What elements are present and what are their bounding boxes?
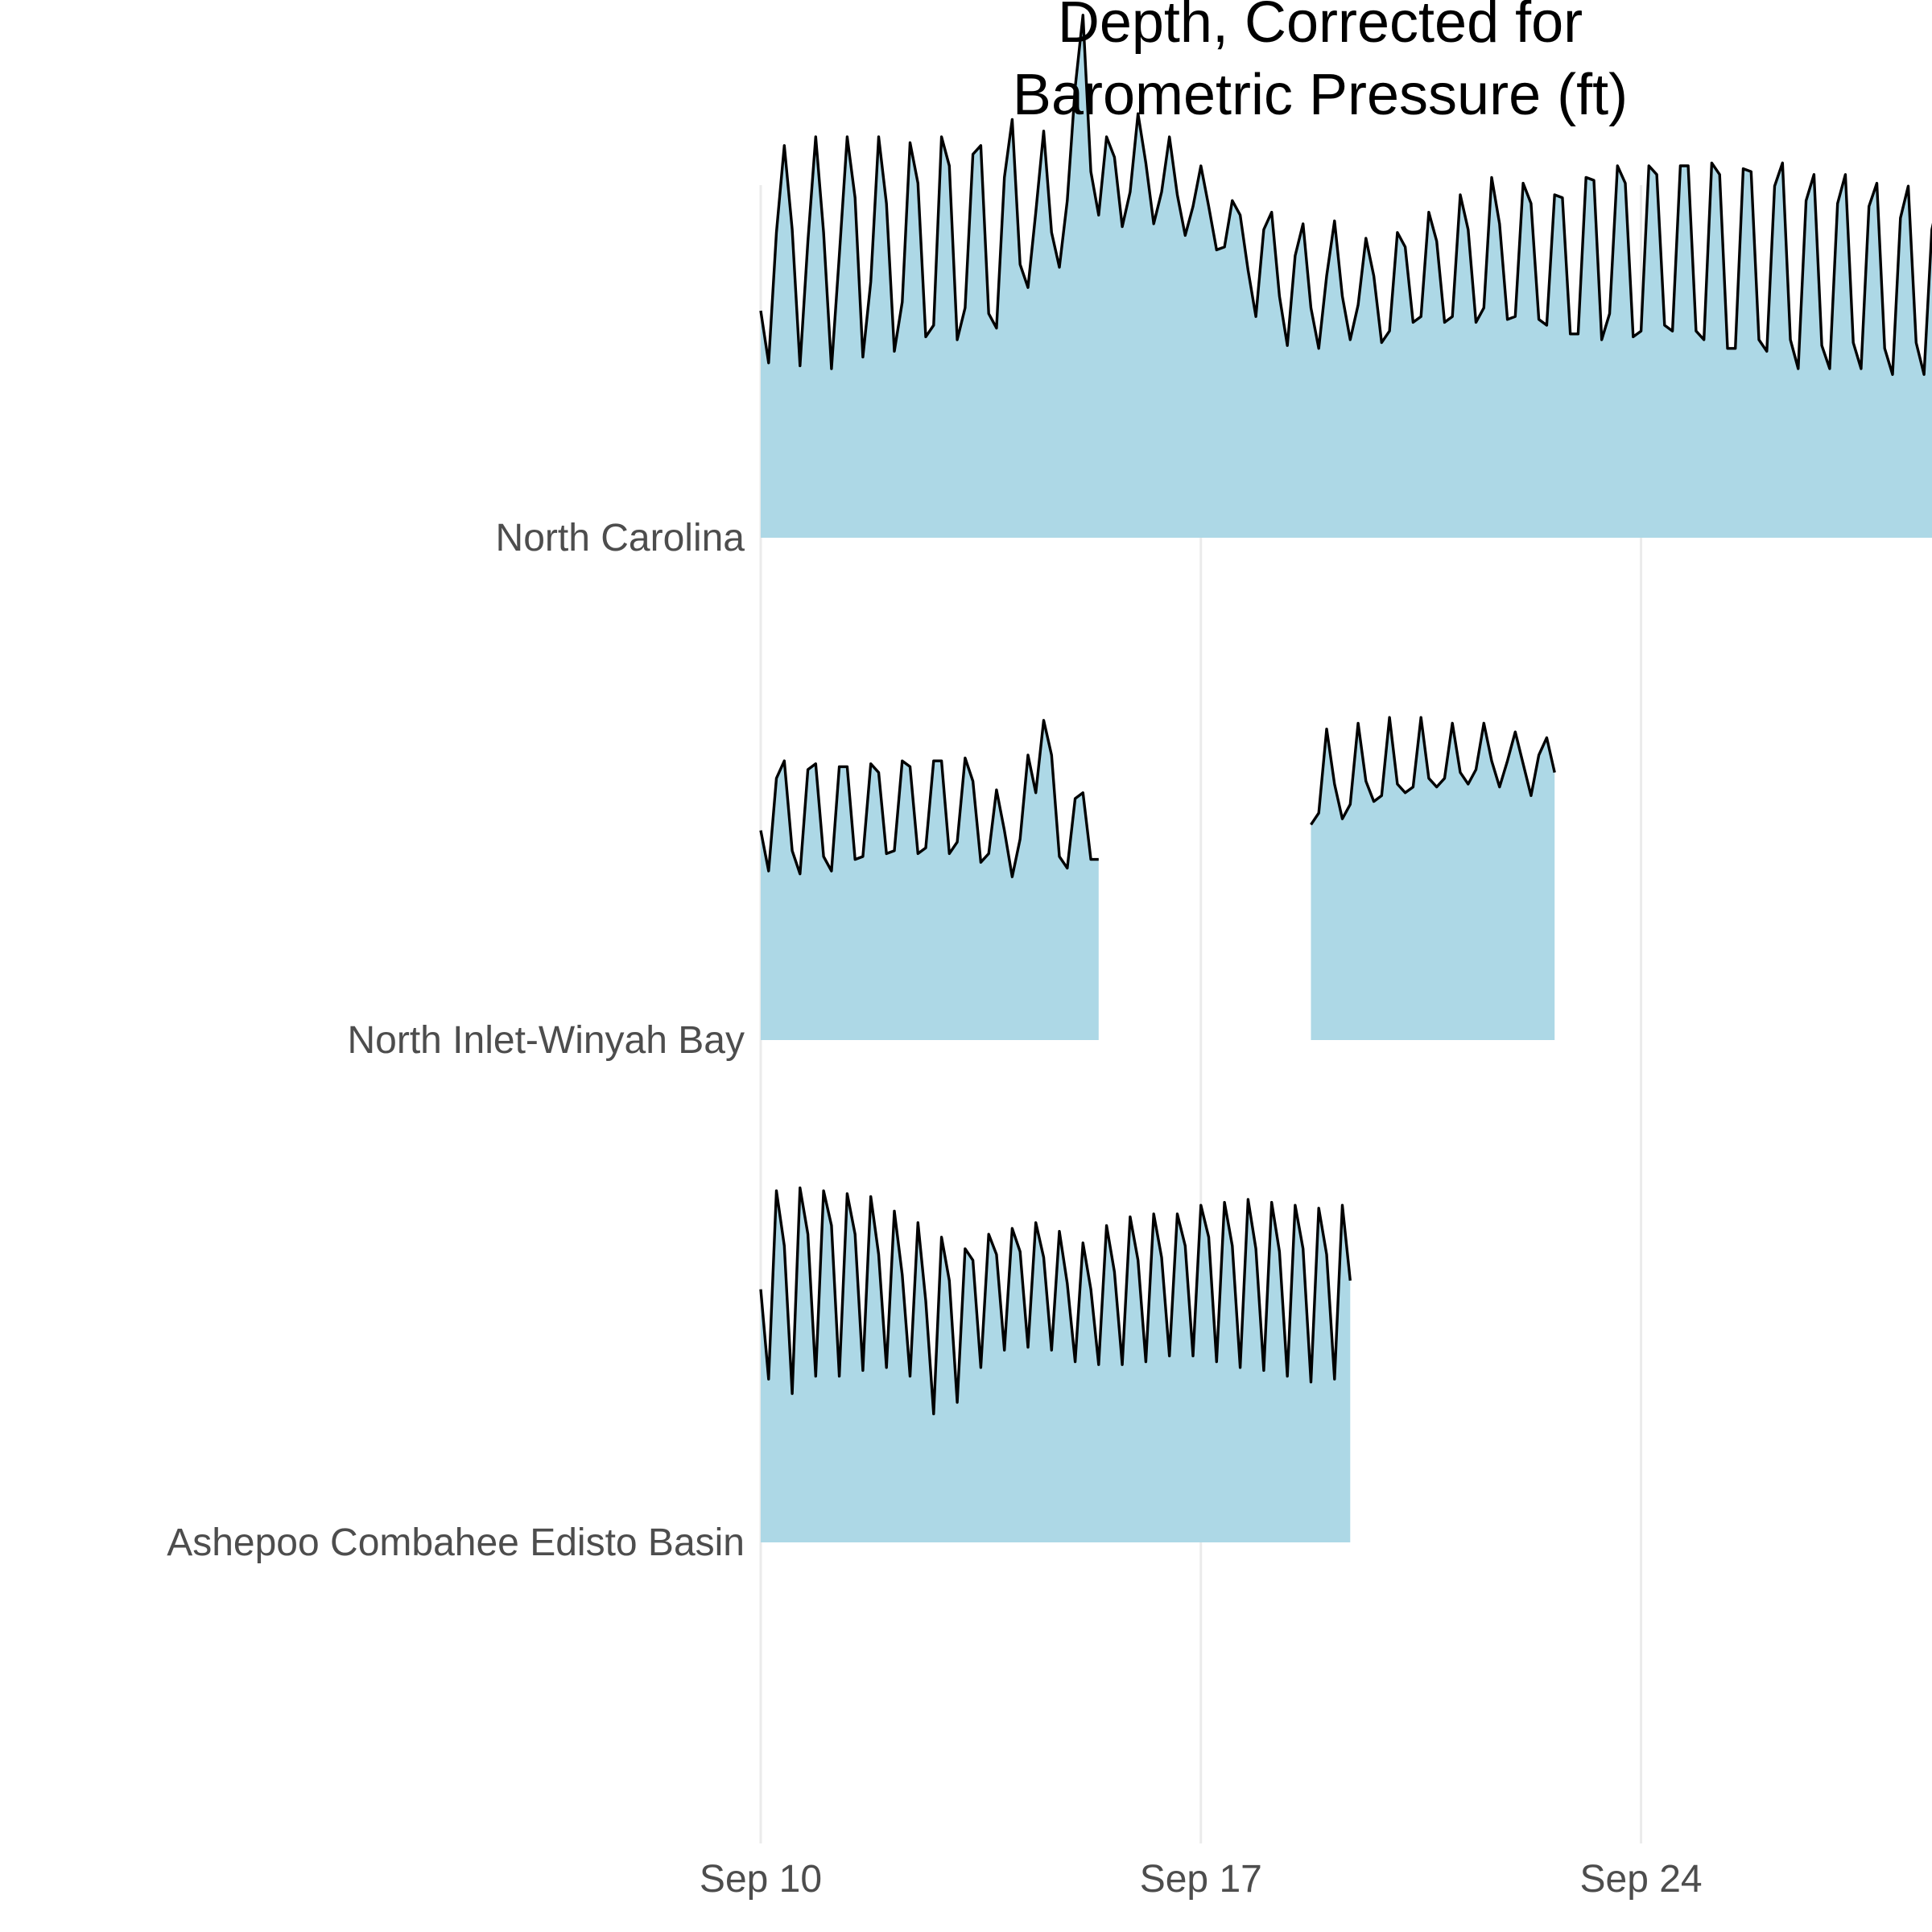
x-tick-label: Sep 17	[1140, 1858, 1262, 1901]
ridge-line	[759, 14, 1932, 376]
ridge-area	[761, 1187, 1351, 1542]
chart-title-line-2: Barometric Pressure (ft)	[1013, 63, 1628, 127]
ridge-series	[759, 14, 1932, 538]
ridge-series	[759, 716, 1556, 1040]
y-axis-label: North Carolina	[496, 517, 745, 559]
ridge-line	[1310, 716, 1556, 826]
ridge-area	[761, 720, 1099, 1040]
x-axis-ticks: Sep 10 Sep 17 Sep 24	[700, 1858, 1703, 1901]
ridge-area	[1311, 717, 1555, 1040]
x-tick-label: Sep 10	[700, 1858, 822, 1901]
chart-title-line-1: Depth, Corrected for	[1058, 0, 1583, 55]
ridge-area	[761, 14, 1932, 538]
ridge-series	[759, 1186, 1352, 1542]
y-axis-labels: North Carolina North Inlet-Winyah Bay Ashe…	[167, 517, 745, 1564]
ridges	[759, 14, 1932, 1542]
ridge-line	[759, 1186, 1352, 1416]
y-axis-label: Ashepoo Combahee Edisto Basin	[167, 1521, 745, 1564]
ridge-line	[759, 719, 1099, 878]
y-axis-label: North Inlet-Winyah Bay	[347, 1019, 745, 1062]
x-tick-label: Sep 24	[1579, 1858, 1702, 1901]
